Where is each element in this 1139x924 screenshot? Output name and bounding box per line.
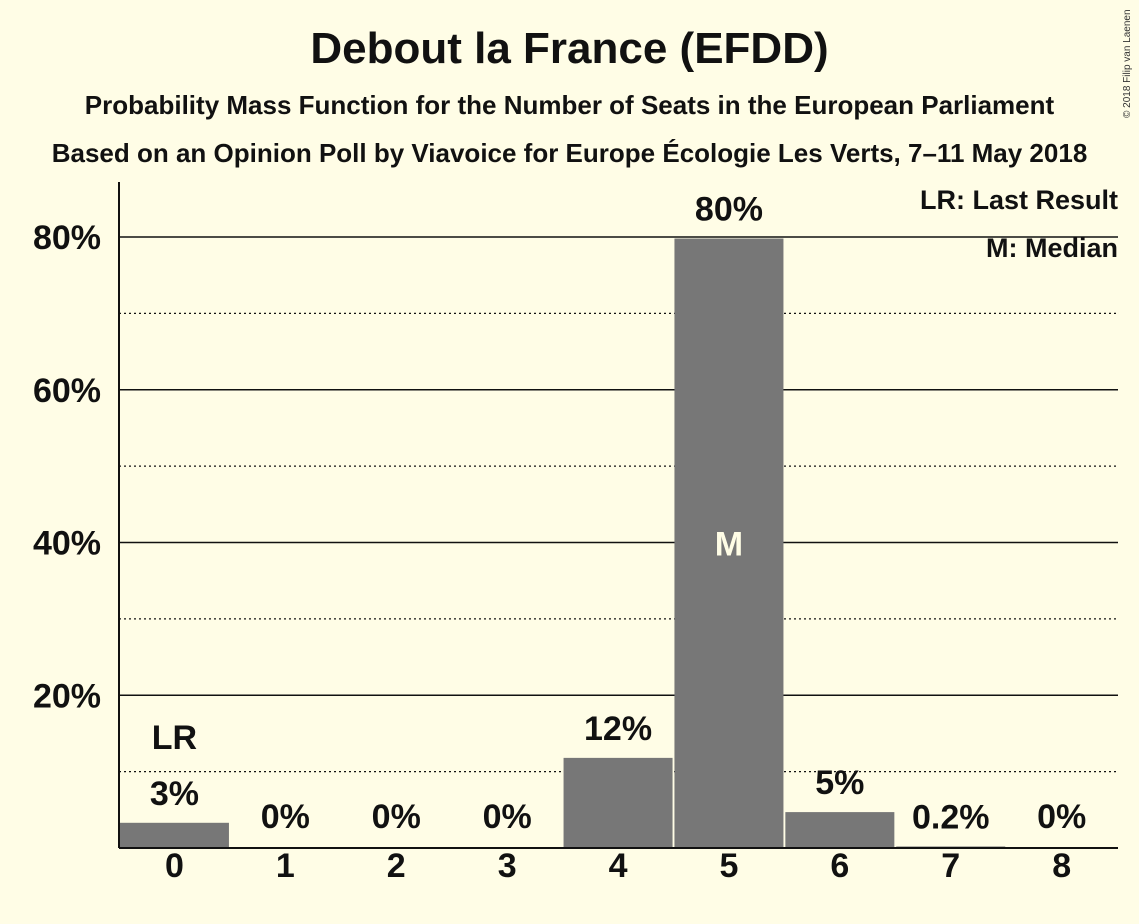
bar [563,757,673,848]
bar [674,238,784,849]
labels: 20% 40% 60% 80% 0 1 2 3 4 5 6 7 8 3% 0% 0% 0% 12% 80% 5% 0.2… [33,191,1086,885]
data-label: 0% [1037,798,1086,836]
grid-lines [119,236,1118,773]
legend: LR: Last Result M: Median [920,185,1118,263]
data-label: 5% [815,764,864,802]
data-label: 12% [584,710,652,748]
x-tick-label: 2 [387,847,406,885]
data-label: 80% [695,191,763,229]
chart-subtitle: Probability Mass Function for the Number… [84,90,1055,120]
last-result-marker: LR [152,719,197,757]
bars [119,238,1006,849]
data-label: 0.2% [912,798,990,836]
data-label: 0% [261,798,310,836]
axes [118,182,1118,849]
y-tick-label: 20% [33,677,101,715]
x-tick-label: 5 [719,847,738,885]
y-tick-label: 40% [33,525,101,563]
x-tick-label: 3 [498,847,517,885]
chart-title: Debout la France (EFDD) [310,24,829,73]
data-label: 3% [150,775,199,813]
legend-entry: M: Median [986,233,1118,263]
bar [785,812,895,848]
bar [119,822,229,848]
y-tick-label: 60% [33,372,101,410]
x-tick-label: 8 [1052,847,1071,885]
y-tick-label: 80% [33,219,101,257]
x-tick-label: 6 [830,847,849,885]
median-marker: M [715,525,743,563]
x-tick-label: 0 [165,847,184,885]
legend-entry: LR: Last Result [920,185,1118,215]
data-label: 0% [483,798,532,836]
x-tick-label: 1 [276,847,295,885]
data-label: 0% [372,798,421,836]
chart-source-subtitle: Based on an Opinion Poll by Viavoice for… [51,138,1088,168]
x-tick-label: 7 [941,847,960,885]
x-tick-label: 4 [609,847,628,885]
